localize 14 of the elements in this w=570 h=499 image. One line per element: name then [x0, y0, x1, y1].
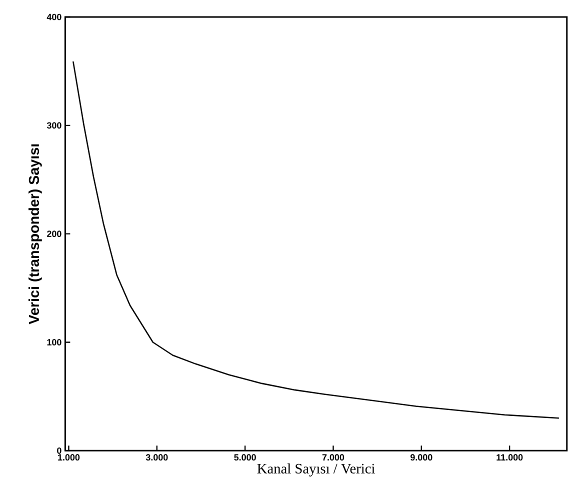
x-tick-label: 3.000 — [146, 454, 168, 461]
y-tick-label: 400 — [46, 14, 62, 20]
y-tick-label: 200 — [47, 230, 62, 238]
line-series — [72, 60, 560, 419]
x-tick-label: 11.000 — [496, 454, 523, 461]
x-tick-label: 7.000 — [322, 454, 344, 461]
y-tick-label: 300 — [46, 122, 62, 129]
y-axis-title: Verici (transponder) Sayısı — [28, 144, 42, 324]
x-tick-label: 1.000 — [58, 454, 80, 461]
x-tick-label: 5.000 — [234, 454, 256, 461]
y-tick-label: 100 — [47, 339, 62, 346]
y-tick-label: 0 — [57, 448, 62, 454]
x-tick-label: 9.000 — [410, 454, 432, 461]
x-axis-title: Kanal Sayısı / Verici — [257, 463, 375, 477]
